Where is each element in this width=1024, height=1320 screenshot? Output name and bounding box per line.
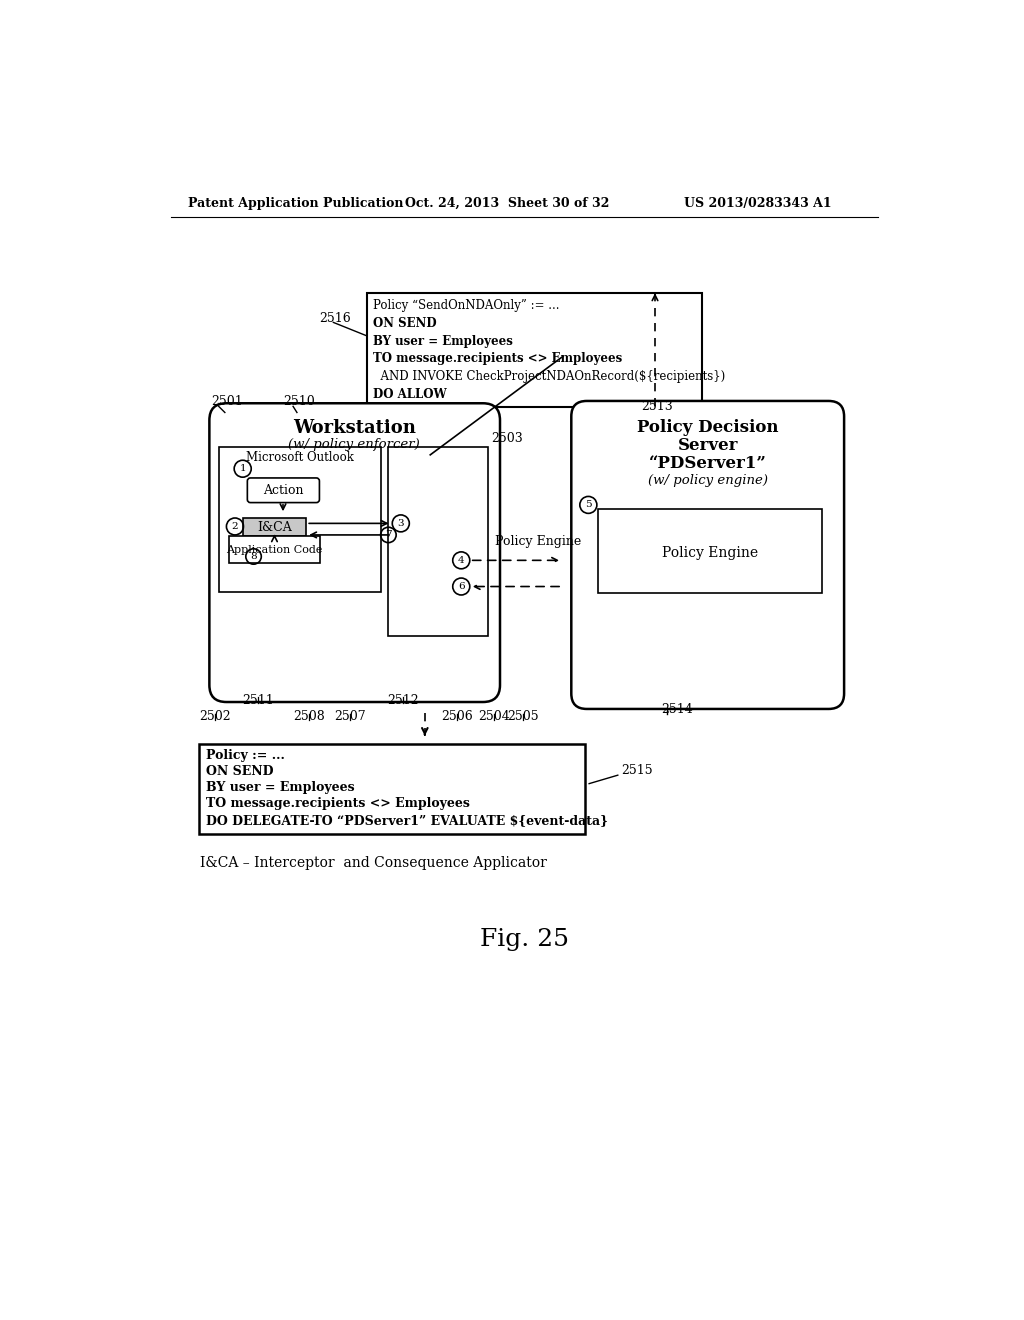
FancyBboxPatch shape [248,478,319,503]
Text: 2511: 2511 [243,693,274,706]
Text: 3: 3 [397,519,404,528]
Text: 2514: 2514 [662,702,693,715]
Text: 7: 7 [385,531,392,540]
Text: 2502: 2502 [199,710,230,723]
Text: BY user = Employees: BY user = Employees [373,335,513,347]
Text: Policy “SendOnNDAOnly” := ...: Policy “SendOnNDAOnly” := ... [373,300,559,313]
Text: TO message.recipients <> Employees: TO message.recipients <> Employees [373,352,623,366]
Text: 2503: 2503 [490,432,522,445]
Text: AND INVOKE CheckProjectNDAOnRecord(${recipients}): AND INVOKE CheckProjectNDAOnRecord(${rec… [373,370,725,383]
Text: I&CA: I&CA [257,520,292,533]
Text: TO message.recipients <> Employees: TO message.recipients <> Employees [206,797,469,810]
Text: Policy Engine: Policy Engine [495,535,581,548]
Text: (w/ policy engine): (w/ policy engine) [648,474,768,487]
Text: Microsoft Outlook: Microsoft Outlook [246,450,354,463]
Text: 8: 8 [250,552,257,561]
Text: 2507: 2507 [335,710,367,723]
Text: 2510: 2510 [283,395,314,408]
Text: Policy Engine: Policy Engine [662,545,758,560]
Text: 2504: 2504 [478,710,510,723]
Text: Patent Application Publication: Patent Application Publication [188,197,403,210]
Text: I&CA – Interceptor  and Consequence Applicator: I&CA – Interceptor and Consequence Appli… [200,855,547,870]
Text: 2508: 2508 [293,710,325,723]
Bar [388,447,488,636]
Text: Server: Server [678,437,738,454]
Text: 2516: 2516 [319,312,351,325]
Bar [228,536,321,562]
FancyBboxPatch shape [571,401,844,709]
Text: US 2013/0283343 A1: US 2013/0283343 A1 [684,197,833,210]
FancyBboxPatch shape [209,404,500,702]
Bar [367,293,701,407]
Text: 2506: 2506 [440,710,472,723]
Text: DO DELEGATE-TO “PDServer1” EVALUATE ${event-data}: DO DELEGATE-TO “PDServer1” EVALUATE ${ev… [206,813,607,826]
Bar [598,508,821,594]
Text: Action: Action [263,483,303,496]
Text: 6: 6 [458,582,465,591]
Text: (w/ policy enforcer): (w/ policy enforcer) [289,438,420,451]
Text: 2512: 2512 [387,693,419,706]
Text: DO ALLOW: DO ALLOW [373,388,446,401]
Text: 2505: 2505 [508,710,539,723]
Text: ON SEND: ON SEND [373,317,436,330]
Text: 2513: 2513 [641,400,673,413]
Text: 4: 4 [458,556,465,565]
Text: 5: 5 [585,500,592,510]
Text: Policy Decision: Policy Decision [637,420,778,437]
Text: 1: 1 [240,465,246,473]
Bar [219,447,381,591]
Text: Oct. 24, 2013  Sheet 30 of 32: Oct. 24, 2013 Sheet 30 of 32 [406,197,610,210]
Text: BY user = Employees: BY user = Employees [206,781,354,795]
Bar [243,517,306,536]
Text: ON SEND: ON SEND [206,766,273,779]
Text: 2: 2 [231,521,239,531]
Text: 2515: 2515 [621,764,652,777]
Text: Application Code: Application Code [226,545,323,554]
Text: Policy := ...: Policy := ... [206,748,285,762]
Bar [200,743,586,834]
Text: Fig. 25: Fig. 25 [480,928,569,952]
Text: 2501: 2501 [211,395,243,408]
Text: “PDServer1”: “PDServer1” [649,455,767,471]
Text: Workstation: Workstation [293,418,416,437]
